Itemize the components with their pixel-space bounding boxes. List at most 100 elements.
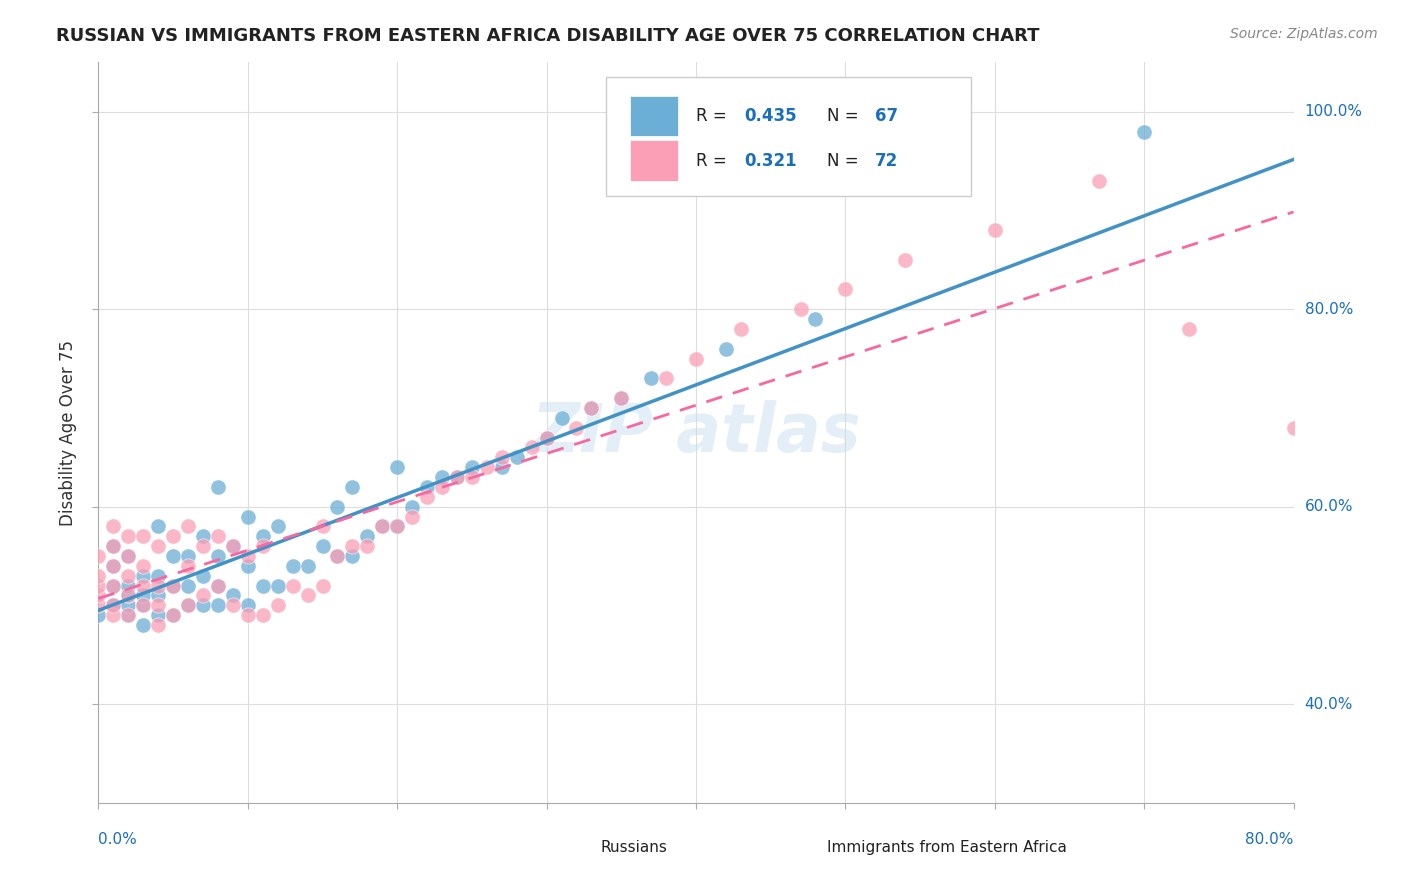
Point	[148, 568, 170, 582]
Point	[730, 322, 752, 336]
Point	[162, 529, 184, 543]
Point	[191, 568, 214, 582]
Point	[789, 302, 811, 317]
Point	[162, 549, 184, 563]
Point	[132, 568, 155, 582]
Text: 0.0%: 0.0%	[98, 832, 138, 847]
Point	[117, 568, 139, 582]
Point	[655, 371, 678, 385]
Point	[401, 500, 423, 514]
Text: N =: N =	[827, 152, 865, 169]
Point	[87, 599, 110, 613]
Point	[610, 391, 633, 405]
Point	[252, 579, 274, 593]
Point	[177, 599, 200, 613]
Point	[326, 500, 349, 514]
Point	[834, 283, 856, 297]
Point	[356, 529, 378, 543]
Point	[475, 460, 498, 475]
Point	[177, 549, 200, 563]
Point	[416, 480, 439, 494]
Point	[148, 579, 170, 593]
Point	[132, 589, 155, 603]
Point	[207, 529, 229, 543]
Text: 72: 72	[876, 152, 898, 169]
Point	[103, 579, 125, 593]
Point	[87, 579, 110, 593]
Point	[117, 589, 139, 603]
Point	[222, 539, 245, 553]
Point	[342, 549, 364, 563]
Point	[297, 558, 319, 573]
Point	[207, 599, 229, 613]
Point	[103, 558, 125, 573]
Point	[191, 539, 214, 553]
Text: RUSSIAN VS IMMIGRANTS FROM EASTERN AFRICA DISABILITY AGE OVER 75 CORRELATION CHA: RUSSIAN VS IMMIGRANTS FROM EASTERN AFRIC…	[56, 27, 1040, 45]
Point	[148, 589, 170, 603]
Point	[103, 608, 125, 623]
Point	[1282, 420, 1305, 434]
Point	[148, 599, 170, 613]
Point	[536, 431, 558, 445]
Point	[236, 509, 259, 524]
Point	[103, 579, 125, 593]
Point	[342, 480, 364, 494]
Text: 80.0%: 80.0%	[1246, 832, 1294, 847]
Point	[311, 539, 333, 553]
Point	[103, 539, 125, 553]
Point	[132, 618, 155, 632]
Point	[565, 420, 588, 434]
Point	[446, 470, 468, 484]
Point	[491, 450, 513, 465]
Point	[1178, 322, 1201, 336]
Point	[117, 589, 139, 603]
Point	[385, 519, 409, 533]
Point	[103, 558, 125, 573]
Point	[132, 599, 155, 613]
Text: 60.0%: 60.0%	[1305, 500, 1353, 514]
Point	[87, 568, 110, 582]
Point	[148, 618, 170, 632]
Point	[148, 608, 170, 623]
Point	[520, 441, 543, 455]
Point	[714, 342, 737, 356]
Point	[117, 608, 139, 623]
Point	[87, 589, 110, 603]
Point	[207, 549, 229, 563]
Point	[342, 539, 364, 553]
Point	[430, 480, 453, 494]
Point	[236, 599, 259, 613]
Point	[267, 579, 290, 593]
Point	[385, 519, 409, 533]
Text: 0.321: 0.321	[744, 152, 796, 169]
Point	[446, 470, 468, 484]
Text: Source: ZipAtlas.com: Source: ZipAtlas.com	[1230, 27, 1378, 41]
Point	[506, 450, 529, 465]
Point	[371, 519, 394, 533]
Point	[117, 529, 139, 543]
Point	[236, 549, 259, 563]
Bar	[786, 829, 815, 866]
Y-axis label: Disability Age Over 75: Disability Age Over 75	[59, 340, 77, 525]
Point	[132, 529, 155, 543]
Point	[536, 431, 558, 445]
Text: ZIP atlas: ZIP atlas	[531, 400, 860, 466]
Point	[207, 579, 229, 593]
Text: Immigrants from Eastern Africa: Immigrants from Eastern Africa	[827, 839, 1067, 855]
Point	[640, 371, 662, 385]
Point	[581, 401, 603, 415]
Point	[117, 549, 139, 563]
Text: N =: N =	[827, 108, 865, 126]
Text: 67: 67	[876, 108, 898, 126]
Point	[491, 460, 513, 475]
Bar	[630, 95, 678, 136]
Point	[222, 589, 245, 603]
Point	[297, 589, 319, 603]
Point	[177, 558, 200, 573]
Point	[267, 519, 290, 533]
Point	[610, 391, 633, 405]
Point	[132, 579, 155, 593]
Point	[326, 549, 349, 563]
Point	[87, 549, 110, 563]
Point	[267, 599, 290, 613]
